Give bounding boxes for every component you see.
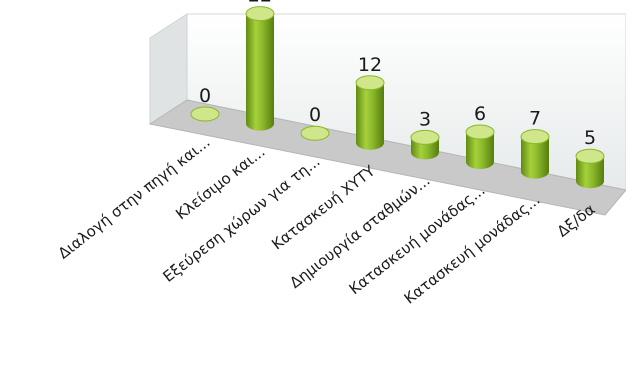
value-label-2: 22 [248,0,272,7]
bar-body-6 [466,132,494,169]
bar-top-8 [575,148,605,164]
bar-top-4 [355,75,385,91]
value-label-7: 7 [529,108,541,130]
value-label-3: 0 [309,104,321,126]
bar-top-5 [410,129,440,145]
bar-3 [300,125,330,141]
bar-7 [520,129,550,179]
value-label-4: 12 [358,54,382,76]
bar-body-7 [521,136,549,179]
bar-body-8 [576,156,604,189]
value-label-8: 5 [584,127,596,149]
bar-top-1 [190,106,220,122]
value-label-5: 3 [419,108,431,130]
value-label-1: 0 [199,85,211,107]
bar-top-7 [520,129,550,145]
bar-6 [465,124,495,169]
value-label-6: 6 [474,103,486,125]
bar-top-6 [465,124,495,140]
category-label-7: Κατασκευή μονάδας... [401,191,544,308]
bar-4 [355,75,385,150]
bar-top-3 [300,125,330,141]
bar-body-4 [356,82,384,150]
bar-1 [190,106,220,122]
bar-8 [575,148,605,189]
bar-2 [245,6,275,131]
bar-5 [410,129,440,160]
bar-body-2 [246,13,275,131]
bar-top-2 [245,6,275,22]
